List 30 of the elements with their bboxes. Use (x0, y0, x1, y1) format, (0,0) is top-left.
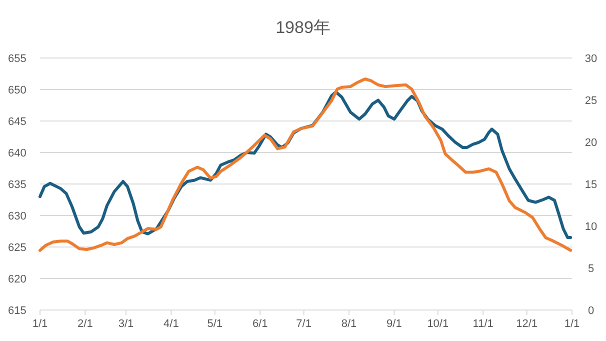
y2-tick-label: 25 (584, 95, 598, 107)
x-tick-label: 8/1 (341, 318, 357, 330)
x-tick-label: 9/1 (386, 318, 402, 330)
x-tick-label: 5/1 (207, 318, 223, 330)
x-tick-label: 1/1 (564, 318, 580, 330)
y-tick-label: 640 (8, 148, 26, 160)
x-tick-label: 10/1 (427, 318, 449, 330)
x-tick-label: 11/1 (472, 318, 494, 330)
y-tick-label: 620 (8, 274, 26, 286)
y-tick-label: 655 (8, 53, 26, 65)
x-tick-label: 7/1 (296, 318, 312, 330)
y-tick-label: 645 (8, 116, 26, 128)
x-tick-label: 4/1 (164, 318, 179, 330)
y2-tick-label: 0 (588, 305, 594, 317)
y-tick-label: 625 (8, 242, 26, 254)
y2-tick-label: 30 (584, 53, 598, 65)
x-tick-label: 12/1 (516, 318, 538, 330)
y-tick-label: 615 (8, 305, 26, 317)
y-tick-label: 650 (8, 84, 26, 96)
x-tick-label: 2/1 (78, 318, 93, 330)
y2-tick-label: 5 (588, 263, 594, 275)
y-tick-label: 630 (8, 210, 26, 222)
x-tick-label: 1/1 (32, 318, 48, 330)
y2-tick-label: 20 (584, 137, 598, 149)
y-tick-label: 635 (8, 179, 26, 191)
x-tick-label: 3/1 (118, 318, 134, 330)
y2-tick-label: 10 (584, 221, 598, 233)
y2-tick-label: 15 (584, 179, 598, 191)
title: 1989年 (276, 18, 330, 37)
x-tick-label: 6/1 (252, 318, 268, 330)
